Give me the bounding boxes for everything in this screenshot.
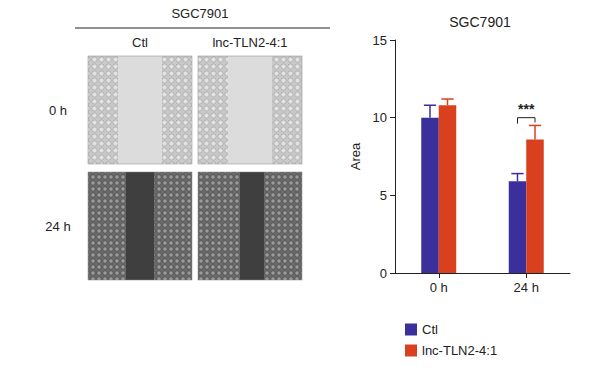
svg-text:lnc-TLN2-4:1: lnc-TLN2-4:1 [422, 343, 497, 358]
svg-text:SGC7901: SGC7901 [449, 14, 511, 30]
svg-text:Ctl: Ctl [422, 322, 438, 337]
svg-text:0: 0 [380, 266, 387, 281]
svg-text:10: 10 [373, 110, 387, 125]
svg-text:lnc-TLN2-4:1: lnc-TLN2-4:1 [212, 35, 287, 50]
svg-text:Area: Area [348, 142, 363, 170]
svg-text:SGC7901: SGC7901 [171, 6, 228, 21]
svg-text:***: *** [518, 101, 535, 117]
svg-text:15: 15 [373, 33, 387, 48]
svg-text:Ctl: Ctl [132, 35, 148, 50]
svg-text:24 h: 24 h [45, 219, 70, 234]
svg-text:0 h: 0 h [49, 103, 67, 118]
svg-text:0 h: 0 h [430, 280, 448, 295]
svg-text:24 h: 24 h [514, 280, 539, 295]
svg-text:5: 5 [380, 188, 387, 203]
